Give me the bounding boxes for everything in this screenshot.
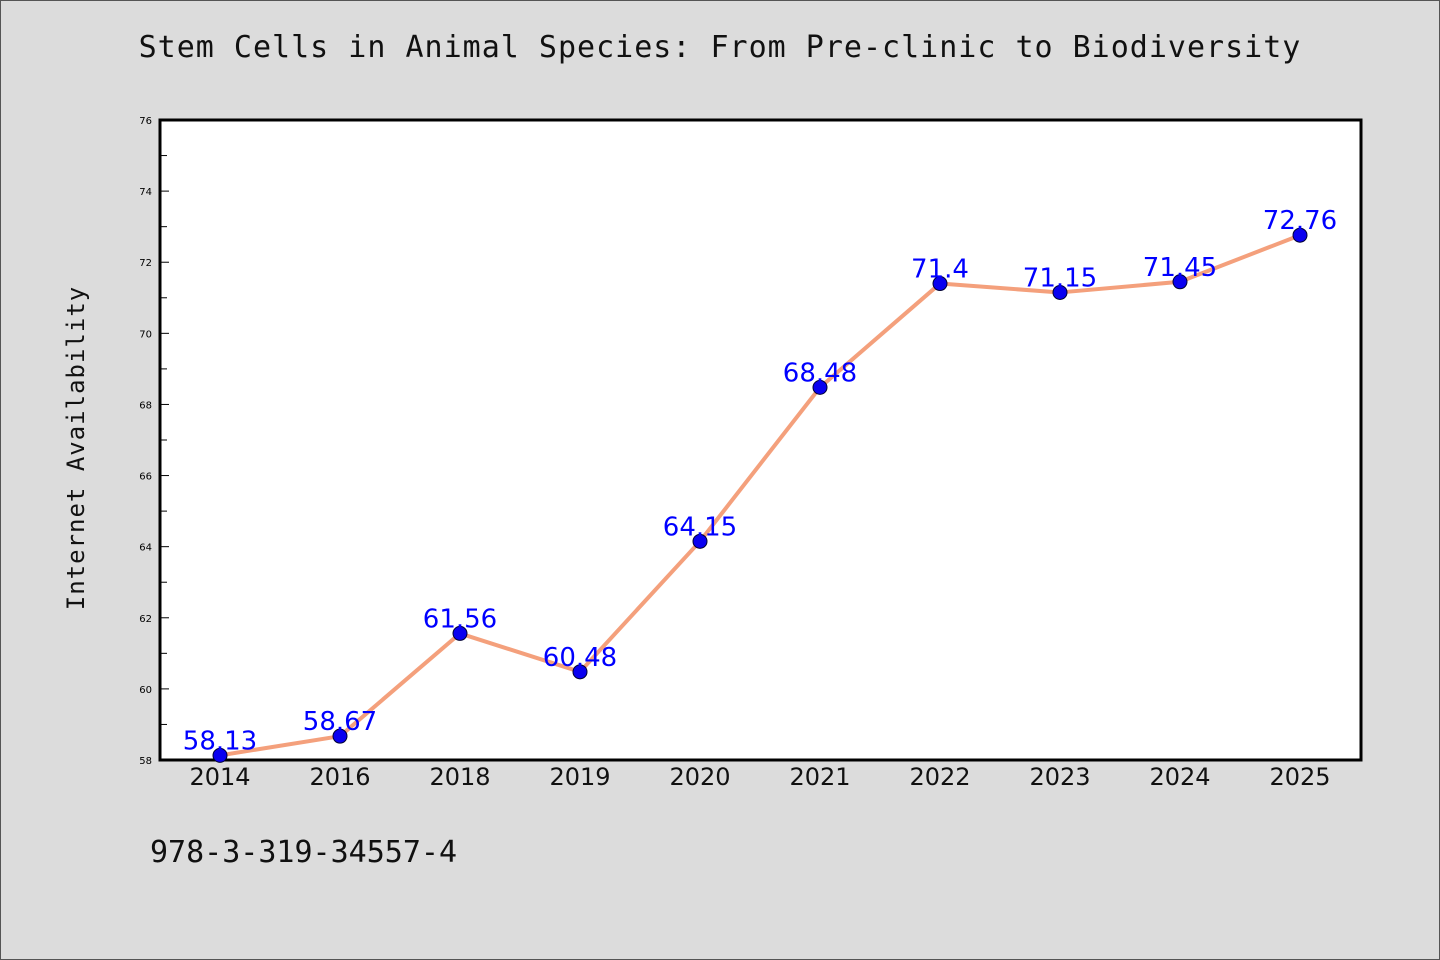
isbn-text: 978-3-319-34557-4 — [150, 835, 458, 870]
data-label: 58.13 — [183, 726, 257, 756]
x-tick-label: 2022 — [909, 763, 970, 791]
data-point — [1052, 284, 1068, 300]
data-point — [1172, 274, 1188, 290]
x-tick-label: 2020 — [669, 763, 730, 791]
data-label: 64.15 — [663, 512, 737, 542]
data-label: 71.15 — [1023, 263, 1097, 293]
y-tick-label: 76 — [139, 116, 152, 127]
data-label: 71.45 — [1143, 253, 1217, 283]
x-tick-label: 2023 — [1029, 763, 1090, 791]
y-tick-label: 60 — [139, 685, 152, 696]
x-tick-label: 2024 — [1149, 763, 1210, 791]
y-axis: 58 60 62 64 66 68 70 72 74 76 — [139, 116, 169, 767]
y-tick-label: 74 — [139, 187, 152, 198]
y-tick-label: 58 — [139, 756, 152, 767]
plot-area — [158, 118, 1363, 762]
data-point — [932, 276, 948, 292]
x-tick-label: 2018 — [429, 763, 490, 791]
data-label: 72.76 — [1263, 206, 1337, 236]
data-label: 58.67 — [303, 707, 377, 737]
x-tick-label: 2014 — [189, 763, 250, 791]
data-point — [212, 747, 228, 763]
y-tick-label: 72 — [139, 258, 152, 269]
data-point — [812, 379, 828, 395]
x-axis: 2014 2016 2018 2019 2020 2021 2022 2023 2024 2025 — [189, 763, 1330, 791]
data-markers — [212, 227, 1308, 763]
data-label: 61.56 — [423, 604, 497, 634]
y-tick-label: 62 — [139, 614, 152, 625]
data-label: 60.48 — [543, 643, 617, 673]
data-label: 68.48 — [783, 358, 857, 388]
chart-title: Stem Cells in Animal Species: From Pre-c… — [138, 30, 1302, 65]
series-line — [219, 233, 1301, 758]
y-tick-label: 68 — [139, 400, 152, 411]
y-tick-label: 66 — [139, 472, 152, 483]
x-tick-label: 2019 — [549, 763, 610, 791]
data-point — [692, 533, 708, 549]
data-labels: 58.13 58.67 61.56 60.48 64.15 68.48 71.4 71.15 7… — [183, 206, 1337, 756]
data-point — [1292, 227, 1308, 243]
data-point — [332, 728, 348, 744]
x-tick-label: 2021 — [789, 763, 850, 791]
data-point — [452, 625, 468, 641]
y-tick-label: 64 — [139, 543, 152, 554]
data-point — [572, 664, 588, 680]
y-tick-label: 70 — [139, 329, 152, 340]
data-label: 71.4 — [911, 255, 969, 285]
x-tick-label: 2025 — [1269, 763, 1330, 791]
x-tick-label: 2016 — [309, 763, 370, 791]
